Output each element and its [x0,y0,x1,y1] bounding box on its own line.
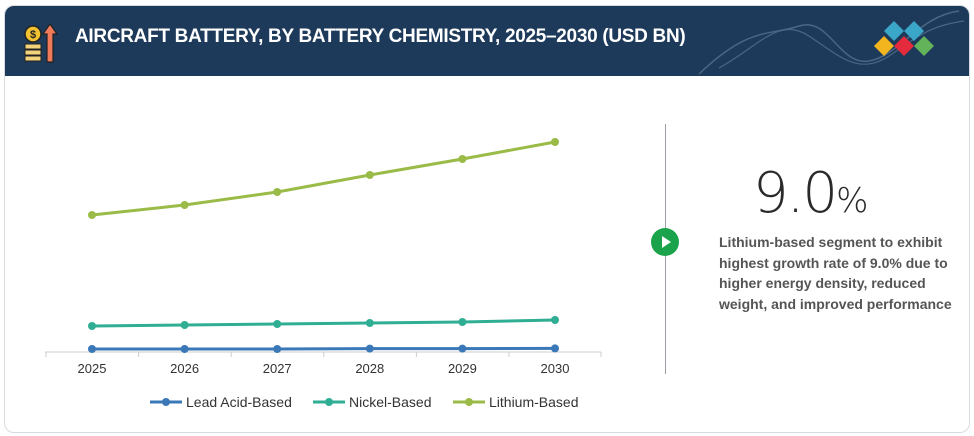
x-tick-label: 2027 [263,361,292,376]
series-line [92,346,556,351]
data-point [273,188,282,196]
x-tick-label: 2025 [78,361,107,376]
data-point [273,320,282,328]
growth-rate: 9.0% [753,161,868,226]
play-icon [651,228,679,256]
callout-text: Lithium-based segment to exhibit highest… [719,234,952,312]
data-point [273,345,282,353]
data-point [365,319,374,327]
data-point [180,321,189,329]
line-chart: 2025 2026 2027 2028 2029 2030 Lead Acid-Based N… [45,138,602,410]
data-point [180,345,189,353]
data-point [551,344,559,353]
legend-label: Lead Acid-Based [186,394,292,410]
series-line [91,318,556,328]
data-point [551,138,559,146]
data-point [458,155,467,163]
svg-text:$: $ [30,29,36,41]
data-point [180,201,189,209]
legend-marker [465,398,473,406]
data-point [88,211,96,219]
x-tick-label: 2029 [448,361,477,376]
growth-value: 9.0 [753,161,838,226]
chart-title: AIRCRAFT BATTERY, BY BATTERY CHEMISTRY, … [75,26,686,47]
data-point [458,344,467,353]
header: $ AIRCRAFT BATTERY, BY BATTERY CHEMISTRY… [5,6,969,76]
x-tick-label: 2030 [541,361,570,376]
legend-label: Nickel-Based [349,394,431,410]
legend-label: Lithium-Based [489,394,579,410]
money-growth-icon: $ [24,22,59,63]
data-point [551,316,559,324]
x-tick-label: 2026 [170,361,199,376]
diamond-logo [698,10,965,75]
legend-marker [325,398,333,406]
data-point [365,344,374,353]
data-point [88,345,96,353]
x-tick-label: 2028 [355,361,384,376]
legend-marker [162,398,170,406]
data-point [458,318,467,326]
chart-card: $ AIRCRAFT BATTERY, BY BATTERY CHEMISTRY… [4,5,970,433]
growth-unit: % [836,181,869,221]
data-point [365,171,374,179]
series-line [91,140,556,217]
data-point [88,322,96,330]
